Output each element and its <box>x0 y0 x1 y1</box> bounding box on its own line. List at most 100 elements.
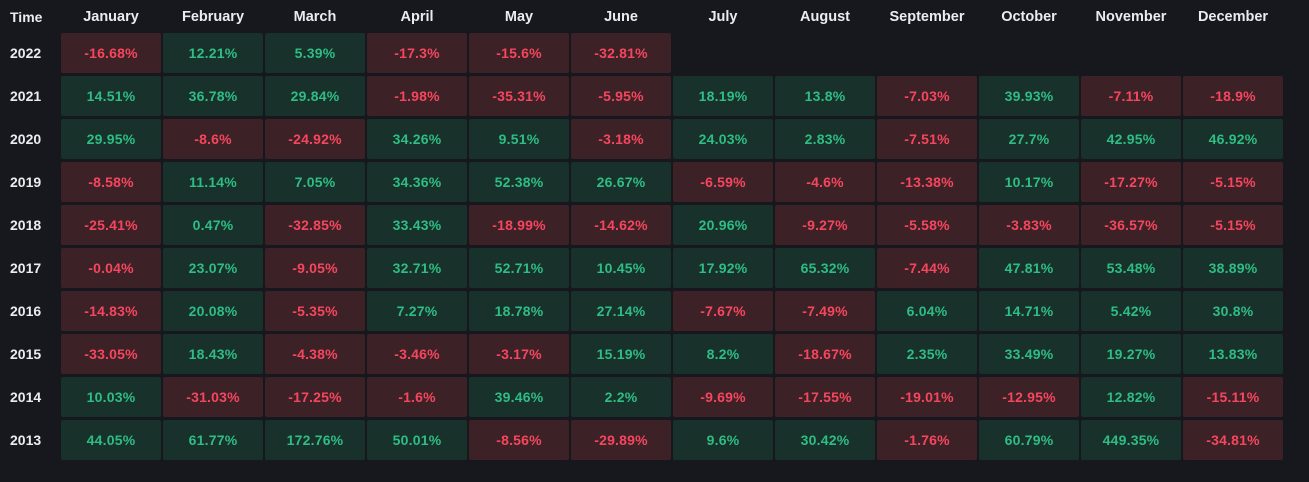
positive-return-cell: 172.76% <box>265 420 365 460</box>
negative-return-cell: -5.58% <box>877 205 977 245</box>
table-row: 2021 14.51% 36.78% 29.84% -1.98% -35.31% -5.95… <box>0 76 1283 116</box>
table-row: 2022 -16.68% 12.21% 5.39% -17.3% -15.6% -32.81… <box>0 33 1283 73</box>
row-year-label: 2013 <box>10 432 42 448</box>
negative-return-cell: -9.27% <box>775 205 875 245</box>
positive-return-cell: 32.71% <box>367 248 467 288</box>
negative-return-cell: -5.35% <box>265 291 365 331</box>
positive-return-cell: 13.8% <box>775 76 875 116</box>
positive-return-cell: 6.04% <box>877 291 977 331</box>
negative-return-cell: -36.57% <box>1081 205 1181 245</box>
positive-return-cell: 39.46% <box>469 377 569 417</box>
month-column-header: July <box>708 8 738 25</box>
negative-return-cell: -12.95% <box>979 377 1079 417</box>
negative-return-cell: -1.98% <box>367 76 467 116</box>
positive-return-cell: 20.96% <box>673 205 773 245</box>
positive-return-cell: 18.43% <box>163 334 263 374</box>
empty-cell <box>877 33 977 73</box>
table-row: 2015 -33.05% 18.43% -4.38% -3.46% -3.17% 15.19… <box>0 334 1283 374</box>
positive-return-cell: 10.17% <box>979 162 1079 202</box>
positive-return-cell: 36.78% <box>163 76 263 116</box>
positive-return-cell: 24.03% <box>673 119 773 159</box>
positive-return-cell: 20.08% <box>163 291 263 331</box>
positive-return-cell: 52.71% <box>469 248 569 288</box>
table-row: 2016 -14.83% 20.08% -5.35% 7.27% 18.78% 27.14%… <box>0 291 1283 331</box>
negative-return-cell: -3.17% <box>469 334 569 374</box>
negative-return-cell: -24.92% <box>265 119 365 159</box>
positive-return-cell: 15.19% <box>571 334 671 374</box>
negative-return-cell: -9.05% <box>265 248 365 288</box>
positive-return-cell: 12.82% <box>1081 377 1181 417</box>
positive-return-cell: 2.35% <box>877 334 977 374</box>
positive-return-cell: 11.14% <box>163 162 263 202</box>
positive-return-cell: 5.42% <box>1081 291 1181 331</box>
month-column-header: April <box>400 8 434 25</box>
positive-return-cell: 52.38% <box>469 162 569 202</box>
time-column-header: Time <box>10 8 43 25</box>
negative-return-cell: -14.83% <box>61 291 161 331</box>
month-column-header: February <box>181 8 245 25</box>
empty-cell <box>1081 33 1181 73</box>
negative-return-cell: -3.18% <box>571 119 671 159</box>
negative-return-cell: -17.25% <box>265 377 365 417</box>
negative-return-cell: -1.76% <box>877 420 977 460</box>
negative-return-cell: -7.49% <box>775 291 875 331</box>
positive-return-cell: 50.01% <box>367 420 467 460</box>
positive-return-cell: 12.21% <box>163 33 263 73</box>
positive-return-cell: 10.03% <box>61 377 161 417</box>
month-column-header: November <box>1095 8 1167 25</box>
negative-return-cell: -7.51% <box>877 119 977 159</box>
positive-return-cell: 38.89% <box>1183 248 1283 288</box>
positive-return-cell: 44.05% <box>61 420 161 460</box>
positive-return-cell: 39.93% <box>979 76 1079 116</box>
positive-return-cell: 27.7% <box>979 119 1079 159</box>
table-header-row: Time January February March April May June Jul… <box>0 0 1283 33</box>
negative-return-cell: -32.81% <box>571 33 671 73</box>
positive-return-cell: 33.43% <box>367 205 467 245</box>
row-year-label: 2018 <box>10 217 42 233</box>
row-year-label: 2016 <box>10 303 42 319</box>
positive-return-cell: 2.83% <box>775 119 875 159</box>
negative-return-cell: -8.58% <box>61 162 161 202</box>
positive-return-cell: 26.67% <box>571 162 671 202</box>
positive-return-cell: 53.48% <box>1081 248 1181 288</box>
negative-return-cell: -4.38% <box>265 334 365 374</box>
negative-return-cell: -3.46% <box>367 334 467 374</box>
negative-return-cell: -18.99% <box>469 205 569 245</box>
negative-return-cell: -1.6% <box>367 377 467 417</box>
table-row: 2018 -25.41% 0.47% -32.85% 33.43% -18.99% -14.… <box>0 205 1283 245</box>
negative-return-cell: -13.38% <box>877 162 977 202</box>
negative-return-cell: -17.27% <box>1081 162 1181 202</box>
month-column-header: May <box>504 8 534 25</box>
negative-return-cell: -17.3% <box>367 33 467 73</box>
empty-cell <box>1183 33 1283 73</box>
negative-return-cell: -18.9% <box>1183 76 1283 116</box>
row-year-label: 2019 <box>10 174 42 190</box>
negative-return-cell: -14.62% <box>571 205 671 245</box>
month-column-header: June <box>604 8 638 25</box>
row-year-label: 2017 <box>10 260 42 276</box>
positive-return-cell: 9.6% <box>673 420 773 460</box>
positive-return-cell: 27.14% <box>571 291 671 331</box>
empty-cell <box>979 33 1079 73</box>
negative-return-cell: -35.31% <box>469 76 569 116</box>
month-column-header: October <box>1001 8 1057 25</box>
positive-return-cell: 17.92% <box>673 248 773 288</box>
positive-return-cell: 30.42% <box>775 420 875 460</box>
positive-return-cell: 47.81% <box>979 248 1079 288</box>
positive-return-cell: 13.83% <box>1183 334 1283 374</box>
negative-return-cell: -5.95% <box>571 76 671 116</box>
monthly-returns-heatmap: Time January February March April May June Jul… <box>0 0 1283 460</box>
positive-return-cell: 46.92% <box>1183 119 1283 159</box>
row-year-label: 2015 <box>10 346 42 362</box>
month-column-header: January <box>83 8 139 25</box>
positive-return-cell: 34.36% <box>367 162 467 202</box>
negative-return-cell: -3.83% <box>979 205 1079 245</box>
positive-return-cell: 65.32% <box>775 248 875 288</box>
negative-return-cell: -7.44% <box>877 248 977 288</box>
negative-return-cell: -8.6% <box>163 119 263 159</box>
table-row: 2017 -0.04% 23.07% -9.05% 32.71% 52.71% 10.45%… <box>0 248 1283 288</box>
positive-return-cell: 9.51% <box>469 119 569 159</box>
negative-return-cell: -17.55% <box>775 377 875 417</box>
negative-return-cell: -7.03% <box>877 76 977 116</box>
negative-return-cell: -16.68% <box>61 33 161 73</box>
